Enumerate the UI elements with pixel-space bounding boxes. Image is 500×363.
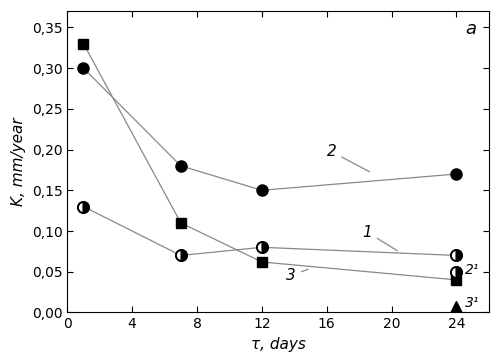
Text: 2¹: 2¹ <box>466 263 480 277</box>
Text: 1: 1 <box>362 225 398 251</box>
Text: 3: 3 <box>286 268 308 283</box>
Text: 3¹: 3¹ <box>466 296 480 310</box>
X-axis label: τ, days: τ, days <box>250 337 306 352</box>
Text: a: a <box>465 20 476 38</box>
Text: 2: 2 <box>326 144 370 172</box>
Y-axis label: K, mm/year: K, mm/year <box>11 118 26 206</box>
